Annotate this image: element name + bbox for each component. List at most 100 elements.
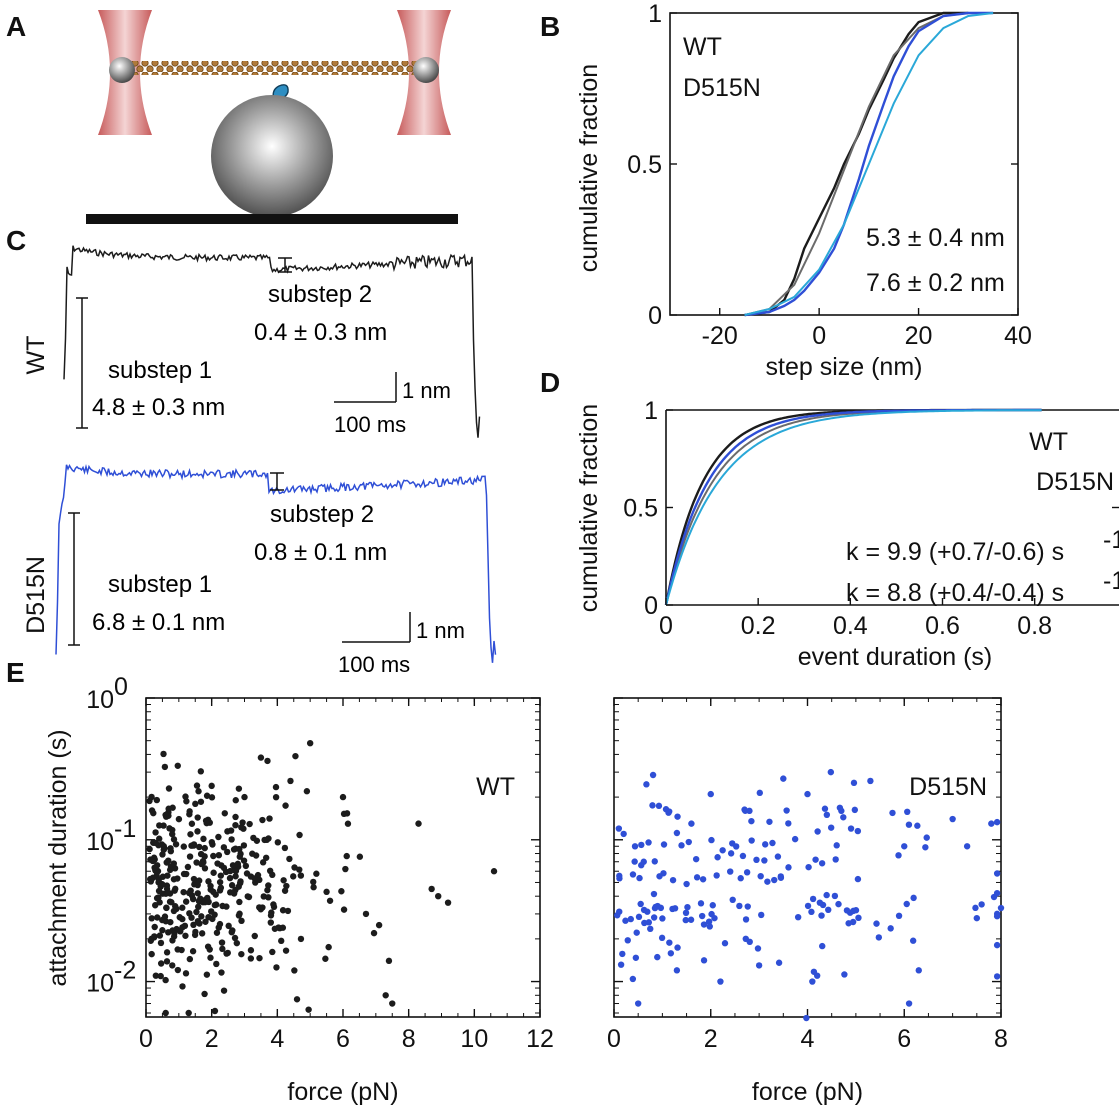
d515n-scatter-point <box>631 858 638 865</box>
d515n-scatter-point <box>875 934 883 941</box>
d515n-attachment-scatter-chart: 0 2 4 6 8 force (pN) D515N <box>607 697 1008 1106</box>
d515n-scatter-point <box>854 827 862 835</box>
d515n-scatter-point <box>895 852 902 859</box>
wt-substep1-label: substep 1 <box>108 357 212 384</box>
wt-scatter-point <box>242 862 250 870</box>
d515n-scatter-point <box>851 806 859 814</box>
d515n-scatter-legend: D515N <box>909 773 987 801</box>
d515n-scatter-point <box>634 1000 642 1007</box>
d515n-scatter-point <box>655 802 663 810</box>
d515n-scatter-point <box>901 843 908 850</box>
wt-scatter-point <box>222 868 230 876</box>
d515n-scatter-point <box>647 925 654 933</box>
wt-scatter-point <box>229 862 237 869</box>
wt-scatter-point <box>203 792 211 799</box>
wt-scatter-point <box>211 1007 219 1015</box>
wt-scatter-point <box>232 813 239 821</box>
d515n-scatter-point <box>636 874 643 882</box>
wt-scatter-x-tick-label: 2 <box>205 1025 219 1053</box>
d515n-scatter-point <box>855 914 862 922</box>
d515n-scatter-point <box>673 829 681 837</box>
wt-scatter-point <box>490 868 498 875</box>
wt-scatter-y-tick-exponent: -2 <box>114 957 136 985</box>
wt-scatter-point <box>272 783 280 791</box>
d515n-scatter-point <box>669 876 677 884</box>
wt-scatter-point <box>280 877 287 884</box>
d515n-scatter-point <box>638 862 645 869</box>
wt-scatter-point <box>228 928 235 936</box>
d515n-scatter-point <box>688 820 695 827</box>
d515n-scatter-point <box>719 847 726 854</box>
wt-scatter-point <box>170 836 178 843</box>
d515n-scatter-point <box>742 807 749 814</box>
wt-scatter-point <box>240 857 248 864</box>
d515n-scatter-point <box>978 901 985 908</box>
d515n-scatter-point <box>632 954 640 961</box>
duration-cdf-series-3 <box>665 409 1042 606</box>
wt-scatter-point <box>174 966 182 974</box>
wt-scatter-point <box>287 777 294 785</box>
d515n-scatter-point <box>818 912 825 919</box>
d515n-scatter-point <box>993 941 1001 949</box>
d515n-scatter-point <box>622 917 629 924</box>
step-cdf-series-1 <box>744 12 969 316</box>
d515n-scatter-point <box>777 874 785 881</box>
right-trapped-bead <box>413 57 439 83</box>
wt-scatter-point <box>297 872 305 879</box>
wt-scatter-point <box>282 802 289 809</box>
wt-scatter-y-tick-label: 10 <box>86 686 114 714</box>
wt-scatter-point <box>259 816 266 824</box>
wt-scatter-point <box>163 949 171 956</box>
wt-scatter-point <box>235 785 243 792</box>
d515n-scatter-point <box>804 790 811 798</box>
d515n-scatter-point <box>727 850 735 857</box>
wt-scatter-point <box>370 929 378 937</box>
wt-scatter-point <box>193 859 200 866</box>
step-x-tick-label: 0 <box>812 322 826 350</box>
duration-x-tick-label: 0.2 <box>741 612 776 640</box>
wt-scatter-point <box>310 884 317 891</box>
d515n-scatter-point <box>761 857 768 864</box>
d515n-scatter-point <box>808 908 815 916</box>
wt-scatter-point <box>169 937 176 944</box>
wt-scatter-point <box>344 820 352 827</box>
d515n-scatter-point <box>819 942 826 950</box>
wt-scatter-point <box>152 829 159 836</box>
wt-scatter-point <box>232 821 239 829</box>
d515n-scatter-point <box>909 937 917 944</box>
step-x-tick-label: -20 <box>702 322 738 350</box>
d515n-scatter-point <box>692 855 700 863</box>
step-y-tick-label: 0 <box>648 302 662 330</box>
d515n-scatter-point <box>748 837 755 844</box>
wt-scatter-point <box>219 945 226 953</box>
d515n-scatter-point <box>827 768 835 776</box>
d515n-scatter-point <box>666 939 673 946</box>
wt-scatter-point <box>313 870 320 877</box>
d515n-scatter-point <box>827 824 835 831</box>
d515n-scatter-point <box>721 940 729 947</box>
panel-label-a: A <box>6 11 26 42</box>
duration-cdf-series-2 <box>664 408 1042 606</box>
wt-scatter-point <box>310 878 317 886</box>
wt-scatter-y-axis-label: attachment duration (s) <box>44 729 72 986</box>
d515n-scatter-point <box>736 902 743 910</box>
d515n-scatter-point <box>889 809 896 817</box>
wt-scatter-point <box>148 807 156 814</box>
duration-x-tick-label: 0 <box>659 612 673 640</box>
wt-scatter-point <box>219 902 226 910</box>
duration-annotation-d515n: k = 8.8 (+0.4/-0.4) s <box>846 579 1064 607</box>
step-y-axis-label: cumulative fraction <box>575 64 603 272</box>
wt-scatter-point <box>210 869 217 876</box>
wt-scatter-point <box>194 828 201 835</box>
d515n-scatter-point <box>638 841 645 849</box>
wt-scatter-point <box>284 907 292 915</box>
wt-scatter-point <box>278 937 285 945</box>
d515n-scatter-point <box>804 902 812 910</box>
d515n-scatter-point <box>624 937 631 944</box>
wt-scatter-point <box>149 874 157 881</box>
d515n-scatter-point <box>758 911 765 919</box>
wt-scatter-point <box>385 957 393 965</box>
wt-scatter-point <box>197 895 204 902</box>
wt-scatter-y-tick-label: 10 <box>86 970 114 998</box>
